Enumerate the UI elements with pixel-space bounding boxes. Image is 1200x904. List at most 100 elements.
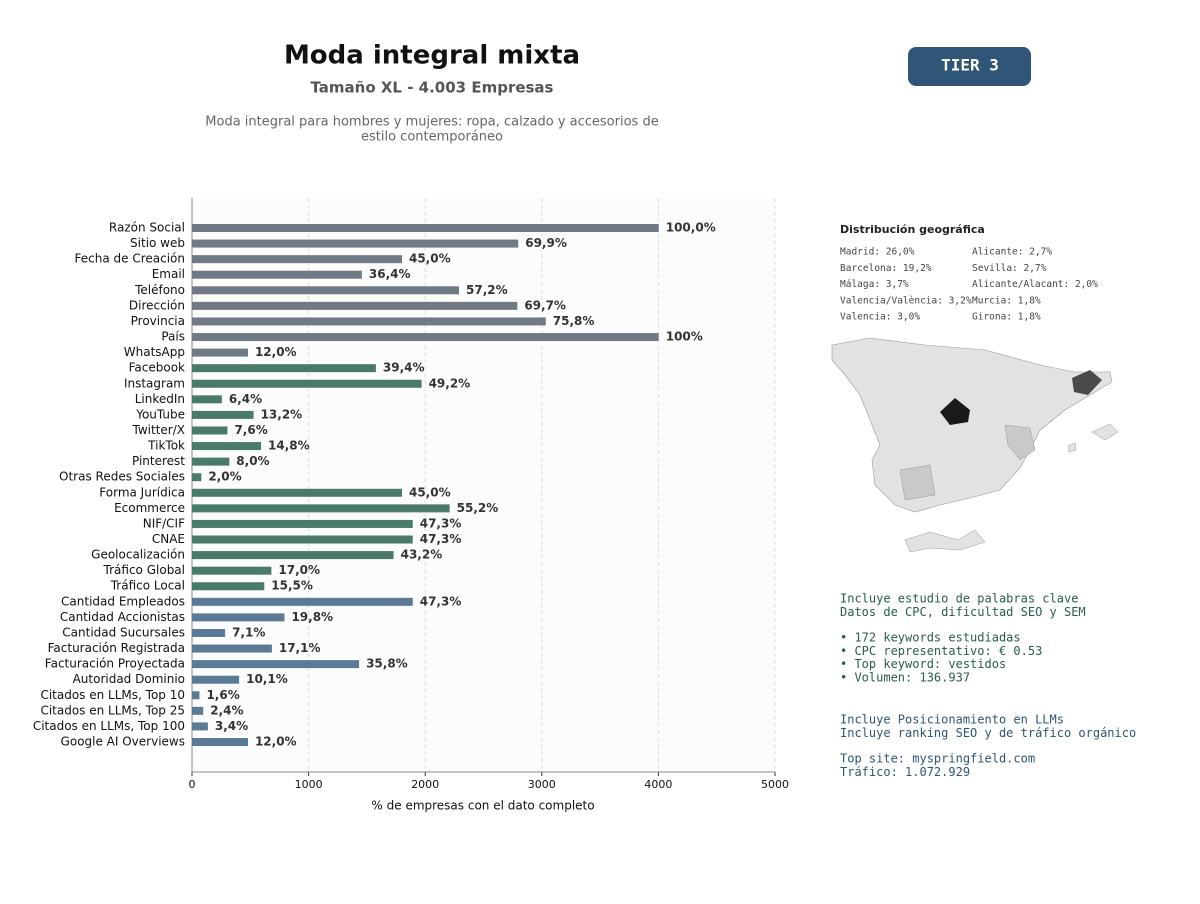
y-tick-label: Teléfono xyxy=(134,283,185,297)
spain xyxy=(831,337,1113,513)
info-line: Top site: myspringfield.com xyxy=(840,752,1035,766)
y-tick-label: Razón Social xyxy=(109,221,185,235)
y-tick-label: Citados en LLMs, Top 10 xyxy=(40,688,185,702)
value-label: 17,0% xyxy=(278,563,320,577)
y-tick-label: NIF/CIF xyxy=(143,516,185,530)
bar xyxy=(192,255,402,264)
y-tick-label: Facturación Proyectada xyxy=(45,657,185,671)
info-line: Incluye ranking SEO y de tráfico orgánic… xyxy=(840,726,1136,740)
geo-item: Madrid: 26,0% xyxy=(840,247,915,258)
x-tick-label: 0 xyxy=(189,778,196,791)
value-label: 12,0% xyxy=(255,345,297,359)
y-tick-label: Geolocalización xyxy=(91,548,185,562)
value-label: 3,4% xyxy=(215,719,248,733)
value-label: 14,8% xyxy=(268,439,310,453)
y-tick-label: Forma Jurídica xyxy=(99,485,185,499)
x-tick-label: 2000 xyxy=(411,778,439,791)
description: estilo contemporáneo xyxy=(361,130,503,145)
y-tick-label: Tráfico Local xyxy=(110,579,185,593)
description: Moda integral para hombres y mujeres: ro… xyxy=(205,115,658,130)
bar xyxy=(192,535,413,544)
y-tick-label: CNAE xyxy=(152,532,185,546)
value-label: 47,3% xyxy=(420,594,462,608)
value-label: 2,0% xyxy=(208,470,241,484)
value-label: 55,2% xyxy=(457,501,499,515)
x-tick-label: 1000 xyxy=(295,778,323,791)
value-label: 43,2% xyxy=(401,548,443,562)
value-label: 39,4% xyxy=(383,361,425,375)
value-label: 75,8% xyxy=(553,314,595,328)
geo-item: Murcia: 1,8% xyxy=(972,295,1041,306)
y-tick-label: Sitio web xyxy=(130,236,185,250)
value-label: 100,0% xyxy=(666,221,716,235)
value-label: 47,3% xyxy=(420,516,462,530)
bar xyxy=(192,660,360,669)
value-label: 6,4% xyxy=(229,392,262,406)
value-label: 100% xyxy=(666,330,703,344)
bar xyxy=(192,613,285,622)
y-tick-label: Email xyxy=(152,267,185,281)
bar xyxy=(192,224,659,232)
info-line: Datos de CPC, dificultad SEO y SEM xyxy=(840,605,1086,619)
bar xyxy=(192,582,265,591)
balearic xyxy=(1091,423,1119,441)
y-tick-label: Instagram xyxy=(124,376,185,390)
bar xyxy=(192,379,422,388)
bar xyxy=(192,566,272,575)
y-tick-label: Facturación Registrada xyxy=(48,641,185,655)
x-tick-label: 3000 xyxy=(528,778,556,791)
y-tick-label: TikTok xyxy=(147,439,185,453)
info-line: • Volumen: 136.937 xyxy=(840,670,970,684)
bar xyxy=(192,691,200,700)
x-tick-label: 5000 xyxy=(761,778,789,791)
value-label: 45,0% xyxy=(409,485,451,499)
region xyxy=(1004,424,1036,461)
bar xyxy=(192,364,376,373)
y-tick-label: YouTube xyxy=(135,407,185,421)
y-tick-label: País xyxy=(161,330,185,344)
value-label: 15,5% xyxy=(271,579,313,593)
geo-item: Alicante/Alacant: 2,0% xyxy=(972,279,1098,290)
value-label: 35,8% xyxy=(366,657,408,671)
y-tick-label: Cantidad Accionistas xyxy=(60,610,185,624)
value-label: 7,6% xyxy=(234,423,267,437)
value-label: 12,0% xyxy=(255,735,297,749)
y-tick-label: WhatsApp xyxy=(124,345,185,359)
bar xyxy=(192,348,248,357)
region xyxy=(899,464,936,501)
value-label: 49,2% xyxy=(429,376,471,390)
geo-item: Alicante: 2,7% xyxy=(972,247,1052,258)
balearic xyxy=(1067,442,1077,453)
barcelona xyxy=(1072,370,1102,395)
value-label: 47,3% xyxy=(420,532,462,546)
value-label: 8,0% xyxy=(236,454,269,468)
info-line: • CPC representativo: € 0.53 xyxy=(840,644,1042,658)
y-tick-label: Dirección xyxy=(129,298,185,312)
value-label: 57,2% xyxy=(466,283,508,297)
value-label: 2,4% xyxy=(210,703,243,717)
bar xyxy=(192,410,254,419)
y-tick-label: Otras Redes Sociales xyxy=(59,470,185,484)
bar xyxy=(192,426,228,435)
value-label: 69,7% xyxy=(524,298,566,312)
y-tick-label: Provincia xyxy=(131,314,185,328)
value-label: 13,2% xyxy=(261,407,303,421)
bar xyxy=(192,457,230,466)
info-line: • 172 keywords estudiadas xyxy=(840,631,1021,645)
bar xyxy=(192,395,222,404)
canary xyxy=(904,529,986,553)
y-tick-label: Facebook xyxy=(129,361,185,375)
bar xyxy=(192,628,226,637)
info-line: Incluye estudio de palabras clave xyxy=(840,592,1078,606)
value-label: 45,0% xyxy=(409,252,451,266)
bar xyxy=(192,442,262,451)
bar xyxy=(192,738,248,746)
y-tick-label: LinkedIn xyxy=(135,392,185,406)
y-tick-label: Cantidad Empleados xyxy=(61,594,185,608)
bar xyxy=(192,519,413,528)
bar xyxy=(192,301,518,310)
bar xyxy=(192,597,413,606)
geo-item: Valencia/València: 3,2% xyxy=(840,295,972,306)
y-tick-label: Fecha de Creación xyxy=(75,252,185,266)
